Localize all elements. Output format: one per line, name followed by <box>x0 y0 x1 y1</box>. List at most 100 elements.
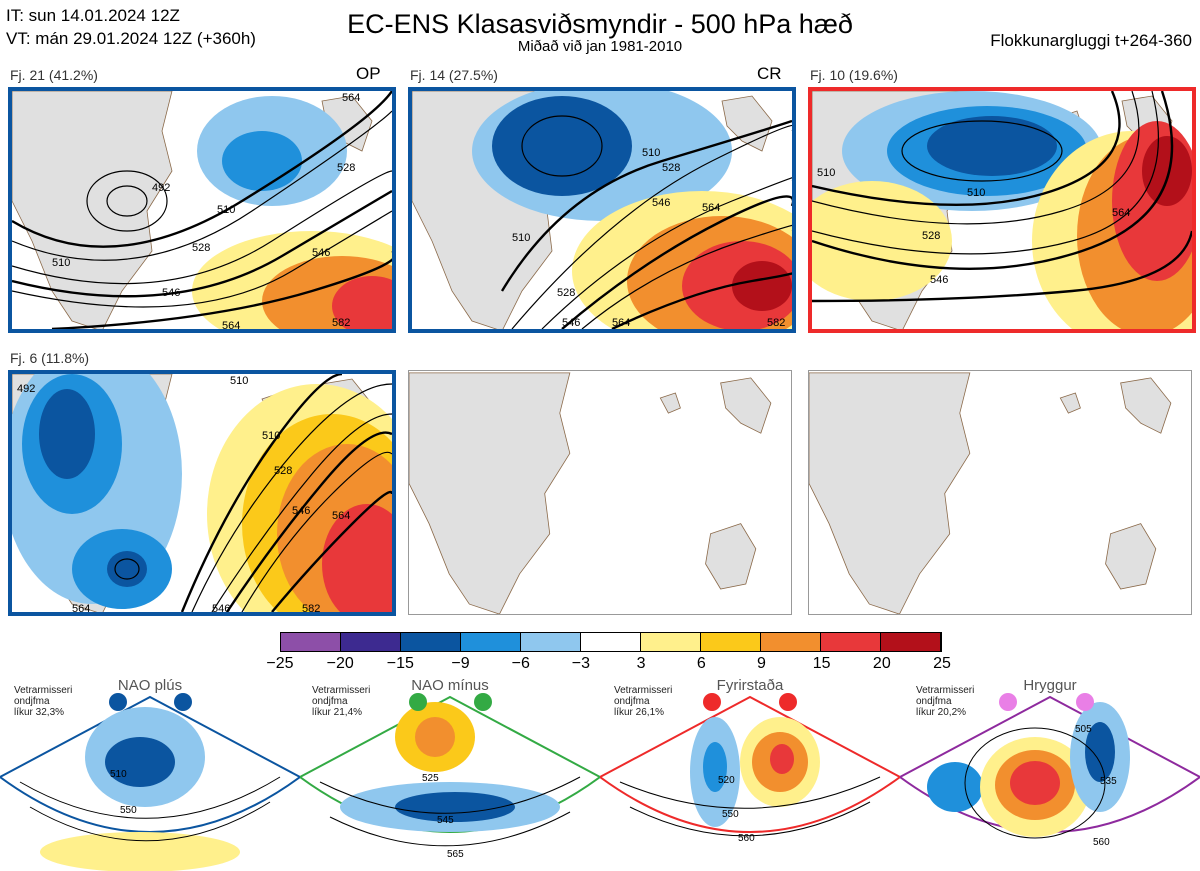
cluster-1-tag: OP <box>356 64 381 83</box>
regime-info: Vetrarmisseri <box>14 685 73 696</box>
regime-info: Vetrarmisseri <box>916 685 975 696</box>
contour-label: 564 <box>342 92 360 104</box>
colorbar-tick-label: −3 <box>571 655 591 672</box>
regime-contour: 560 <box>738 833 755 844</box>
regime-contour: 510 <box>110 769 127 780</box>
contour-label: 546 <box>652 197 670 209</box>
regime-info: líkur 21,4% <box>312 707 363 718</box>
colorbar-tick-label: 25 <box>933 655 951 672</box>
regime-contour: 550 <box>120 805 137 816</box>
contour-label: 528 <box>337 162 355 174</box>
contour-label: 546 <box>562 317 580 329</box>
cluster-3-label: Fj. 10 (19.6%) <box>810 67 898 83</box>
regime-contour: 565 <box>447 849 464 860</box>
colorbar-tick-label: 9 <box>757 655 766 672</box>
colorbar-tick-label: 15 <box>812 655 831 672</box>
contour-label: 564 <box>222 320 240 329</box>
page-title: EC-ENS Klasasviðsmyndir - 500 hPa hæð <box>347 9 853 39</box>
regime-info: ondjfma <box>614 696 650 707</box>
colorbar-swatch <box>461 633 521 651</box>
regime-contour: 520 <box>718 775 735 786</box>
page-subtitle: Miðað við jan 1981-2010 <box>517 38 683 55</box>
colorbar-swatch <box>401 633 461 651</box>
regime-info: ondjfma <box>14 696 50 707</box>
regime-contour: 535 <box>1100 776 1117 787</box>
contour-label: 546 <box>312 247 330 259</box>
regime-info: ondjfma <box>312 696 348 707</box>
regime-info: ondjfma <box>916 696 952 707</box>
cluster-1-map: 510 528 546 564 582 492 510 528 546 564 <box>8 87 396 333</box>
cluster-3-map: 510 528 546 564 510 <box>808 87 1196 333</box>
colorbar <box>280 632 942 652</box>
regime-nao-plus: 510 550 NAO plús Vetrarmisseri ondjfma l… <box>0 677 300 871</box>
contour-label: 546 <box>162 287 180 299</box>
colorbar-swatch <box>701 633 761 651</box>
regime-contour: 550 <box>722 809 739 820</box>
colorbar-tick-label: 6 <box>696 655 706 672</box>
regime-contour: 525 <box>422 773 439 784</box>
init-time: IT: sun 14.01.2024 12Z <box>6 6 180 25</box>
colorbar-swatch <box>641 633 701 651</box>
regime-info: Vetrarmisseri <box>312 685 371 696</box>
regime-title: Fyrirstaða <box>716 677 784 694</box>
colorbar-swatch <box>761 633 821 651</box>
contour-label: 546 <box>292 505 310 517</box>
contour-label: 582 <box>302 603 320 612</box>
colorbar-swatch <box>341 633 401 651</box>
contour-label: 546 <box>930 274 948 286</box>
regime-contour: 560 <box>1093 837 1110 848</box>
cluster-1-label: Fj. 21 (41.2%) <box>10 67 98 83</box>
colorbar-swatch <box>581 633 641 651</box>
regime-contour: 505 <box>1075 724 1092 735</box>
regime-contour: 545 <box>437 815 454 826</box>
cluster-4-map: 510 528 546 564 582 546 564 510 492 <box>8 370 396 616</box>
contour-label: 564 <box>1112 207 1130 219</box>
cluster-2-label: Fj. 14 (27.5%) <box>410 67 498 83</box>
contour-label: 582 <box>332 317 350 329</box>
contour-label: 492 <box>17 383 35 395</box>
contour-label: 510 <box>642 147 660 159</box>
regime-ridge: 505 535 560 Hryggur Vetrarmisseri ondjfm… <box>900 677 1200 871</box>
colorbar-swatch <box>821 633 881 651</box>
colorbar-tick-label: −25 <box>266 655 294 672</box>
colorbar-tick-label: −20 <box>326 655 354 672</box>
cluster-2-tag: CR <box>757 64 782 83</box>
contour-label: 546 <box>212 603 230 612</box>
empty-map-2 <box>808 370 1192 615</box>
contour-label: 528 <box>662 162 680 174</box>
cluster-2-map: 510 528 546 564 582 510 546 564 528 <box>408 87 796 333</box>
contour-label: 510 <box>817 167 835 179</box>
regime-nao-minus: 525 545 565 NAO mínus Vetrarmisseri ondj… <box>300 677 600 871</box>
contour-label: 510 <box>217 204 235 216</box>
colorbar-tick-label: 3 <box>636 655 646 672</box>
regime-info: líkur 32,3% <box>14 707 65 718</box>
contour-label: 564 <box>612 317 630 329</box>
colorbar-tick-label: 20 <box>872 655 891 672</box>
contour-label: 564 <box>72 603 90 612</box>
contour-label: 510 <box>512 232 530 244</box>
regime-blocking: 520 550 560 Fyrirstaða Vetrarmisseri ond… <box>600 677 900 871</box>
colorbar-tick-label: −9 <box>451 655 470 672</box>
contour-label: 582 <box>767 317 785 329</box>
regime-info: líkur 20,2% <box>916 707 967 718</box>
colorbar-swatch <box>521 633 581 651</box>
contour-label: 510 <box>262 430 280 442</box>
contour-label: 528 <box>274 465 292 477</box>
contour-label: 564 <box>332 510 350 522</box>
regime-info: líkur 26,1% <box>614 707 665 718</box>
colorbar-swatch <box>881 633 941 651</box>
regime-title: Hryggur <box>1023 677 1077 694</box>
contour-label: 528 <box>922 230 940 242</box>
colorbar-tick-label: −6 <box>511 655 530 672</box>
valid-time: VT: mán 29.01.2024 12Z (+360h) <box>6 29 256 48</box>
classification-window: Flokkunargluggi t+264-360 <box>990 31 1192 50</box>
colorbar-swatch <box>281 633 341 651</box>
regime-info: Vetrarmisseri <box>614 685 673 696</box>
contour-label: 510 <box>230 375 248 387</box>
colorbar-tick-label: −15 <box>386 655 414 672</box>
contour-label: 492 <box>152 182 170 194</box>
contour-label: 528 <box>192 242 210 254</box>
regime-title: NAO plús <box>117 677 183 694</box>
contour-label: 510 <box>52 257 70 269</box>
contour-label: 510 <box>967 187 985 199</box>
